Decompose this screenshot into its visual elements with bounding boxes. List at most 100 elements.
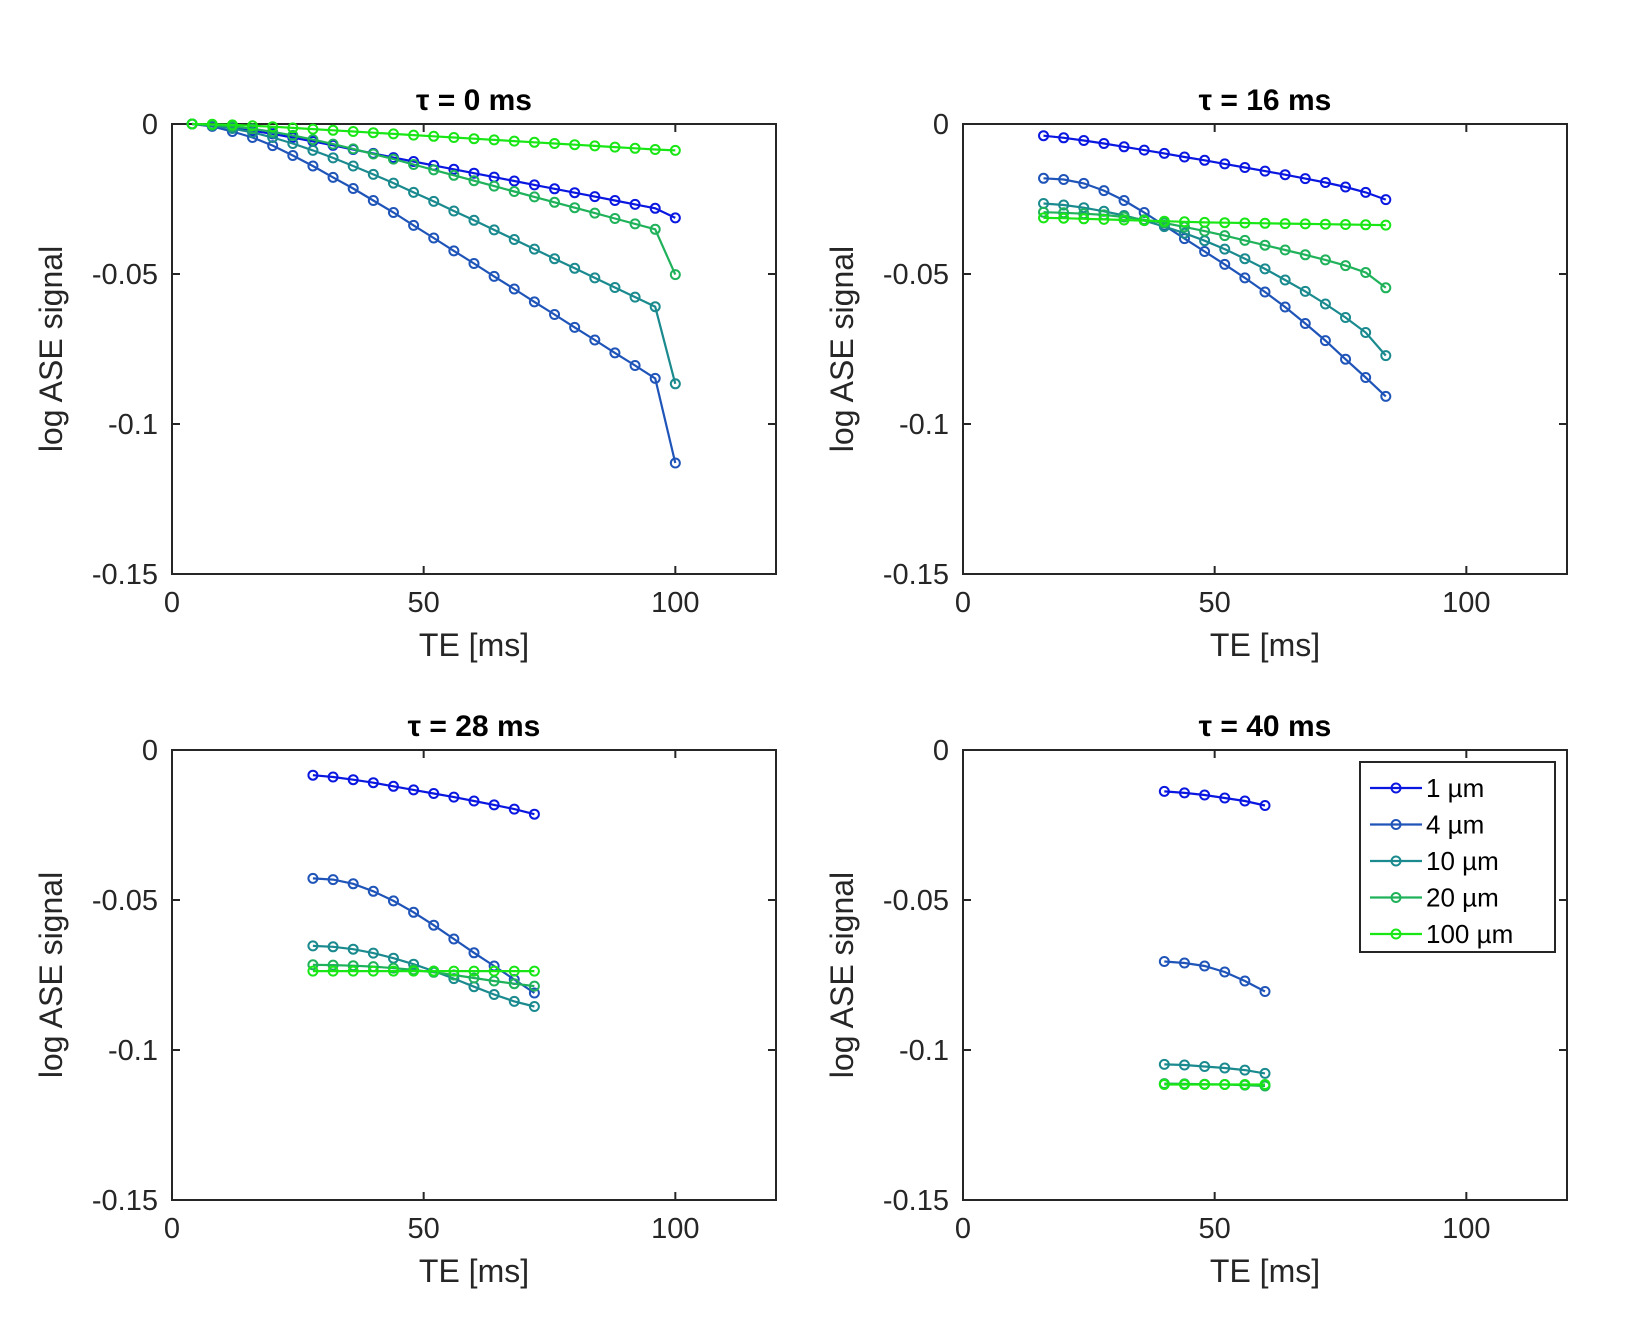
- panel-1: 0 50 100 0 -0.05 -0.1 -0.15 τ = 0 ms TE [ms] log …: [33, 84, 777, 663]
- y-tick-label: -0.15: [883, 559, 949, 591]
- data-point: [1239, 253, 1251, 265]
- data-point: [1219, 217, 1231, 229]
- legend-label: 1 µm: [1426, 773, 1484, 803]
- data-point: [327, 874, 339, 886]
- data-point: [1360, 219, 1372, 231]
- data-point: [549, 309, 561, 320]
- data-point: [488, 270, 500, 282]
- data-point: [1178, 1059, 1190, 1071]
- data-point: [1279, 244, 1291, 256]
- data-point: [247, 120, 259, 132]
- data-point: [1259, 217, 1271, 229]
- data-point: [649, 301, 661, 313]
- data-point: [387, 780, 399, 792]
- y-tick-label: -0.05: [883, 885, 949, 917]
- data-point: [1178, 227, 1190, 239]
- data-point: [307, 134, 319, 146]
- data-point: [327, 771, 339, 783]
- data-point: [1219, 230, 1231, 242]
- data-point: [508, 234, 520, 245]
- data-point: [1279, 169, 1291, 181]
- data-point: [569, 187, 581, 199]
- data-point: [206, 118, 218, 130]
- data-point: [1178, 151, 1190, 163]
- data-point: [1219, 1062, 1231, 1074]
- data-point: [367, 965, 379, 977]
- data-point: [1118, 141, 1130, 153]
- data-point: [1279, 274, 1291, 286]
- data-point: [1219, 966, 1231, 978]
- panel-2: 0 50 100 0 -0.05 -0.1 -0.15 τ = 16 ms TE [ms] log…: [824, 84, 1568, 663]
- y-tick-label: -0.05: [883, 259, 949, 291]
- data-point: [1158, 147, 1170, 159]
- data-point: [367, 777, 379, 789]
- data-point: [267, 121, 279, 133]
- data-point: [327, 124, 339, 136]
- data-point: [1199, 216, 1211, 228]
- data-point: [1058, 132, 1070, 144]
- data-point: [669, 212, 681, 224]
- data-point: [307, 123, 319, 135]
- x-tick-label: 100: [1442, 1213, 1490, 1245]
- data-point: [1259, 165, 1271, 177]
- data-point: [649, 372, 661, 384]
- data-point: [448, 933, 460, 945]
- data-point: [448, 205, 460, 217]
- data-point: [1340, 219, 1352, 230]
- data-point: [367, 947, 379, 959]
- data-point: [549, 196, 561, 208]
- data-point: [1380, 194, 1392, 206]
- y-axis-label: log ASE signal: [824, 246, 860, 452]
- data-point: [1239, 1064, 1251, 1076]
- data-point: [347, 943, 359, 955]
- data-point: [1199, 789, 1211, 801]
- data-point: [327, 959, 339, 971]
- y-tick-label: 0: [142, 735, 158, 767]
- data-point: [1219, 258, 1231, 270]
- data-point: [1219, 1079, 1231, 1090]
- y-tick-label: 0: [933, 109, 949, 141]
- data-point: [1259, 239, 1271, 251]
- series-100m-um: [1158, 1079, 1271, 1090]
- series-line: [312, 774, 535, 816]
- y-axis-label: log ASE signal: [33, 872, 69, 1078]
- data-point: [1380, 219, 1392, 231]
- data-point: [669, 269, 681, 281]
- data-point: [488, 224, 500, 236]
- data-point: [327, 152, 339, 164]
- data-point: [629, 291, 641, 303]
- data-point: [609, 141, 621, 153]
- data-point: [649, 202, 661, 214]
- data-point: [347, 160, 359, 172]
- data-point: [408, 965, 420, 977]
- data-point: [1360, 327, 1372, 338]
- series-line: [191, 122, 677, 464]
- data-point: [589, 140, 601, 152]
- data-point: [1058, 212, 1070, 224]
- data-point: [528, 808, 540, 820]
- data-point: [307, 872, 319, 884]
- data-point: [347, 126, 359, 137]
- data-point: [629, 218, 641, 230]
- data-point: [327, 941, 339, 953]
- data-point: [1239, 234, 1251, 246]
- data-point: [408, 958, 420, 970]
- x-tick-label: 100: [1442, 587, 1490, 619]
- data-point: [307, 959, 319, 971]
- data-point: [669, 457, 681, 469]
- data-point: [1380, 390, 1392, 402]
- x-tick-label: 0: [164, 587, 180, 619]
- data-point: [488, 989, 500, 1000]
- y-tick-label: -0.1: [108, 409, 158, 441]
- data-point: [468, 795, 480, 807]
- data-point: [528, 987, 540, 999]
- data-point: [609, 195, 621, 206]
- legend: 1 µm 4 µm 10 µm 20 µm 100 µm: [1359, 761, 1556, 953]
- data-point: [1219, 792, 1231, 804]
- series-100m-um: [186, 118, 681, 156]
- y-tick-label: -0.1: [899, 1035, 949, 1067]
- series-line: [1164, 1063, 1266, 1075]
- data-point: [1199, 246, 1211, 257]
- data-point: [1319, 218, 1331, 230]
